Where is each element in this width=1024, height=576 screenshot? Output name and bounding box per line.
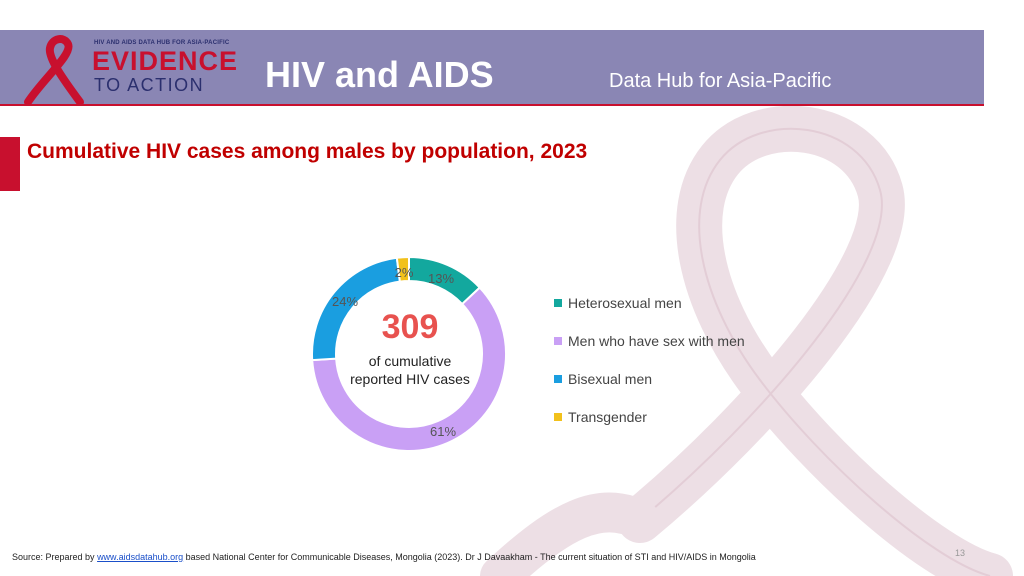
- title-accent-bar: [0, 137, 20, 191]
- legend-swatch: [554, 337, 562, 345]
- slice-label-transgender: 2%: [395, 265, 414, 280]
- center-total-label: of cumulative reported HIV cases: [330, 352, 490, 388]
- center-label-line2: reported HIV cases: [350, 371, 470, 387]
- evidence-to-action-logo: HIV AND AIDS DATA HUB FOR ASIA-PACIFIC E…: [18, 34, 248, 104]
- logo-evidence-text: EVIDENCE: [92, 46, 239, 76]
- donut-slice-transgender: [395, 255, 410, 283]
- legend-item: Heterosexual men: [554, 284, 745, 322]
- logo-tagline: HIV AND AIDS DATA HUB FOR ASIA-PACIFIC: [94, 40, 230, 46]
- center-total-value: 309: [381, 308, 439, 346]
- page-number: 13: [955, 548, 966, 558]
- chart-legend: Heterosexual men Men who have sex with me…: [554, 284, 745, 436]
- header-bar: HIV AND AIDS DATA HUB FOR ASIA-PACIFIC E…: [0, 30, 984, 106]
- logo-to-action-text: TO ACTION: [94, 75, 205, 95]
- legend-item: Transgender: [554, 398, 745, 436]
- slice-label-bisexual-men: 24%: [332, 294, 358, 309]
- slide-title: Cumulative HIV cases among males by popu…: [27, 140, 588, 163]
- legend-label: Heterosexual men: [568, 295, 682, 311]
- legend-item: Men who have sex with men: [554, 322, 745, 360]
- source-prefix: Source: Prepared by: [12, 552, 95, 562]
- legend-label: Transgender: [568, 409, 647, 425]
- header-subtitle: Data Hub for Asia-Pacific: [609, 70, 832, 92]
- donut-slice-men-who-have-sex-with-men: [311, 286, 507, 452]
- header-title: HIV and AIDS: [265, 54, 494, 95]
- legend-item: Bisexual men: [554, 360, 745, 398]
- source-link[interactable]: www.aidsdatahub.org: [97, 552, 184, 562]
- source-note: Source: Prepared by www.aidsdatahub.org …: [12, 552, 756, 562]
- legend-label: Bisexual men: [568, 371, 653, 387]
- slice-label-men-who-have-sex-with-men: 61%: [430, 424, 456, 439]
- legend-swatch: [554, 375, 562, 383]
- center-label-line1: of cumulative: [368, 353, 452, 369]
- legend-label: Men who have sex with men: [568, 333, 745, 349]
- red-ribbon-icon: [24, 35, 84, 104]
- legend-swatch: [554, 299, 562, 307]
- slice-label-heterosexual-men: 13%: [428, 271, 454, 286]
- legend-swatch: [554, 413, 562, 421]
- source-suffix: based National Center for Communicable D…: [185, 552, 756, 562]
